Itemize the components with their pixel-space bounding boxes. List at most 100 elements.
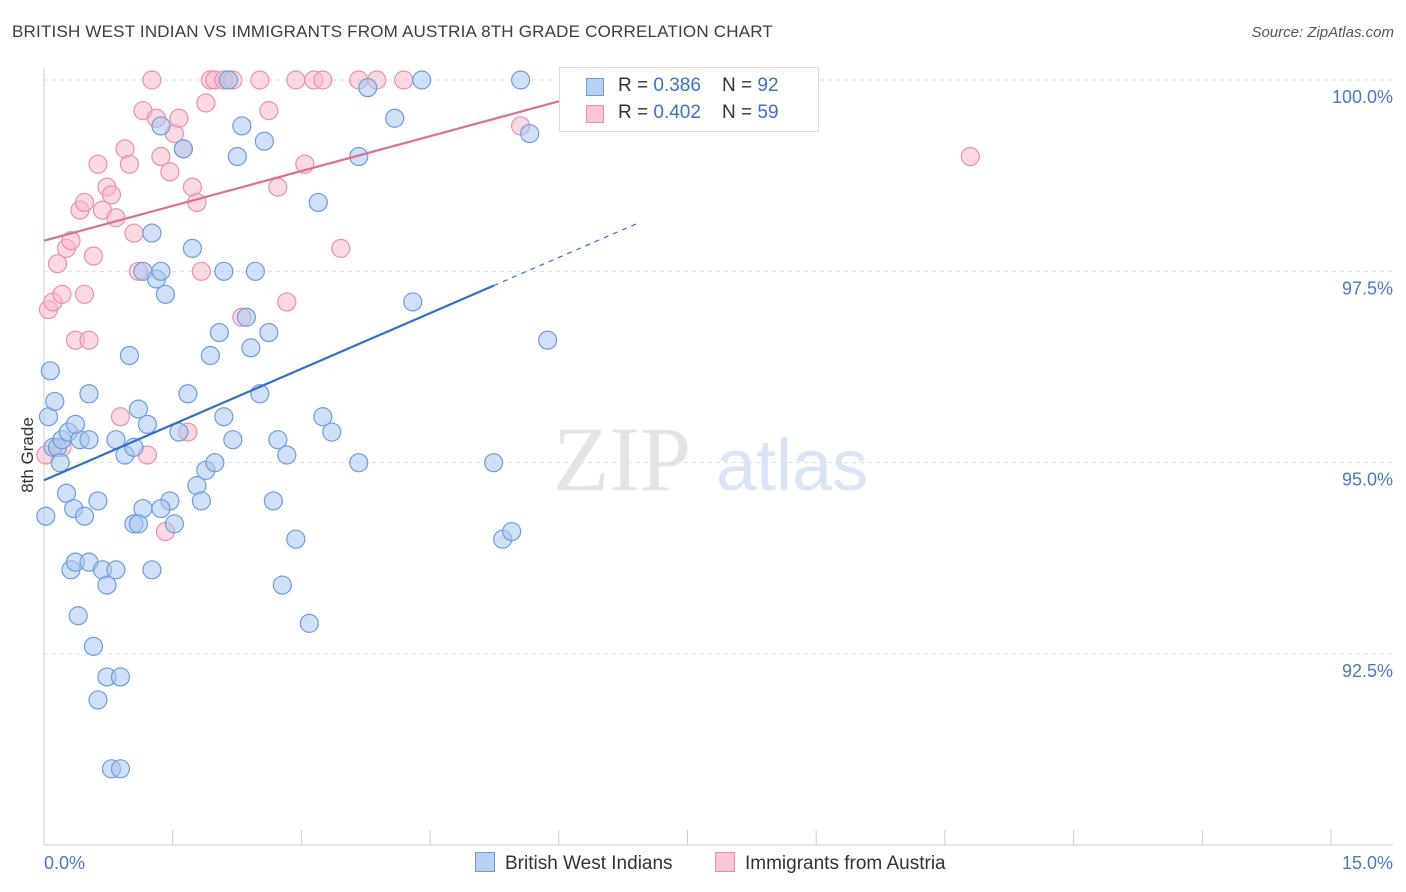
austria-point-10 — [79, 330, 99, 350]
bwi-point-60 — [232, 116, 252, 136]
legend-r-value-1: 0.386 — [653, 75, 701, 96]
trend-line-british-west-indians — [43, 284, 495, 482]
bwi-point-4 — [45, 391, 65, 412]
bwi-point-40 — [151, 261, 171, 281]
austria-point-3 — [47, 254, 68, 274]
bwi-point-28 — [110, 667, 131, 687]
austria-point-42 — [250, 70, 270, 90]
y-tick-labels: 92.5% 95.0% 97.5% 100.0% — [1332, 87, 1393, 681]
austria-point-34 — [187, 192, 207, 213]
bwi-point-37 — [142, 223, 162, 243]
austria-point-35 — [191, 261, 211, 281]
gridlines — [44, 79, 1393, 655]
bwi-point-81 — [412, 70, 432, 90]
watermark: ZIP atlas — [553, 408, 868, 510]
bwi-point-70 — [277, 445, 297, 465]
y-tick-label-1: 95.0% — [1342, 470, 1393, 490]
bwi-point-2 — [40, 361, 60, 381]
bwi-point-33 — [128, 399, 149, 419]
austria-point-30 — [169, 108, 189, 128]
bwi-point-73 — [308, 192, 328, 213]
bwi-point-74 — [313, 407, 333, 427]
bwi-point-89 — [79, 430, 99, 450]
bwi-point-61 — [236, 307, 256, 327]
axes — [43, 68, 1393, 846]
austria-point-49 — [313, 70, 333, 90]
bwi-point-88 — [128, 514, 149, 534]
bwi-point-55 — [214, 407, 234, 427]
bwi-point-42 — [155, 284, 176, 304]
bwi-point-79 — [385, 108, 405, 128]
watermark-atlas: atlas — [716, 426, 868, 506]
x-tick-min: 0.0% — [44, 853, 85, 873]
austria-point-11 — [83, 246, 104, 266]
bwi-point-57 — [218, 70, 238, 90]
bwi-point-85 — [511, 70, 531, 90]
bwi-point-44 — [164, 514, 185, 534]
bwi-point-86 — [520, 123, 540, 144]
bwi-point-25 — [106, 560, 126, 580]
austria-point-46 — [286, 70, 306, 90]
legend-r-label: R = — [618, 75, 654, 96]
legend-n-label: N = — [722, 75, 758, 96]
bwi-point-22 — [97, 575, 117, 595]
bottom-legend-swatch-pink — [715, 852, 735, 872]
austria-point-6 — [61, 231, 81, 251]
bwi-point-56 — [214, 261, 234, 281]
bwi-point-78 — [358, 78, 378, 98]
y-tick-label-2: 97.5% — [1342, 278, 1393, 298]
bwi-point-27 — [110, 759, 131, 779]
austria-point-4 — [52, 284, 72, 304]
bwi-point-75 — [322, 422, 342, 442]
y-tick-label-0: 92.5% — [1342, 661, 1393, 681]
legend-r-value-2: 0.402 — [653, 102, 701, 123]
bwi-point-67 — [263, 491, 283, 511]
austria-point-9 — [74, 192, 95, 213]
bwi-point-59 — [227, 146, 247, 167]
chart-title: BRITISH WEST INDIAN VS IMMIGRANTS FROM A… — [12, 22, 773, 41]
bwi-point-66 — [259, 322, 279, 343]
bwi-point-82 — [484, 453, 504, 473]
bottom-legend-immigrants-from-austria: Immigrants from Austria — [715, 852, 946, 875]
austria-point-58 — [74, 284, 95, 304]
austria-point-36 — [196, 93, 216, 113]
bwi-point-48 — [182, 238, 202, 258]
bwi-point-13 — [68, 606, 88, 626]
stats-legend: R = 0.386 N = 92 R = 0.402 N = 59 — [559, 67, 819, 132]
bwi-point-38 — [142, 560, 162, 580]
bwi-point-72 — [299, 613, 319, 633]
austria-point-12 — [88, 154, 108, 174]
watermark-zip: ZIP — [553, 408, 691, 510]
austria-point-43 — [259, 101, 279, 121]
bwi-point-77 — [349, 453, 369, 473]
legend-r-label: R = — [618, 102, 654, 123]
bwi-point-71 — [286, 529, 306, 549]
austria-point-20 — [124, 223, 144, 243]
austria-point-45 — [277, 292, 297, 312]
legend-n-value-2: 59 — [757, 102, 779, 123]
bwi-point-52 — [200, 345, 220, 366]
bwi-point-6 — [50, 453, 70, 473]
bwi-point-0 — [36, 506, 56, 526]
bwi-point-30 — [119, 345, 140, 366]
legend-swatch-blue — [586, 78, 604, 96]
bwi-point-91 — [65, 414, 86, 434]
bwi-point-53 — [205, 453, 225, 473]
legend-swatch-pink — [586, 105, 604, 123]
x-tick-labels: 0.0% 15.0% — [44, 853, 1393, 873]
austria-point-50 — [331, 238, 351, 258]
austria-point-19 — [119, 154, 140, 174]
bwi-point-17 — [79, 384, 99, 404]
x-tick-max: 15.0% — [1342, 853, 1393, 873]
bwi-point-58 — [223, 430, 243, 450]
chart-source: Source: ZipAtlas.com — [1251, 24, 1394, 41]
bwi-point-36 — [137, 414, 158, 434]
bwi-point-62 — [241, 338, 261, 358]
bwi-point-68 — [268, 430, 288, 450]
bwi-point-41 — [151, 116, 171, 136]
bwi-point-15 — [74, 506, 95, 526]
trend-line-british-west-indians-dashed — [493, 222, 638, 287]
bwi-point-87 — [538, 330, 558, 350]
trend-line-immigrants-from-austria — [43, 78, 638, 242]
